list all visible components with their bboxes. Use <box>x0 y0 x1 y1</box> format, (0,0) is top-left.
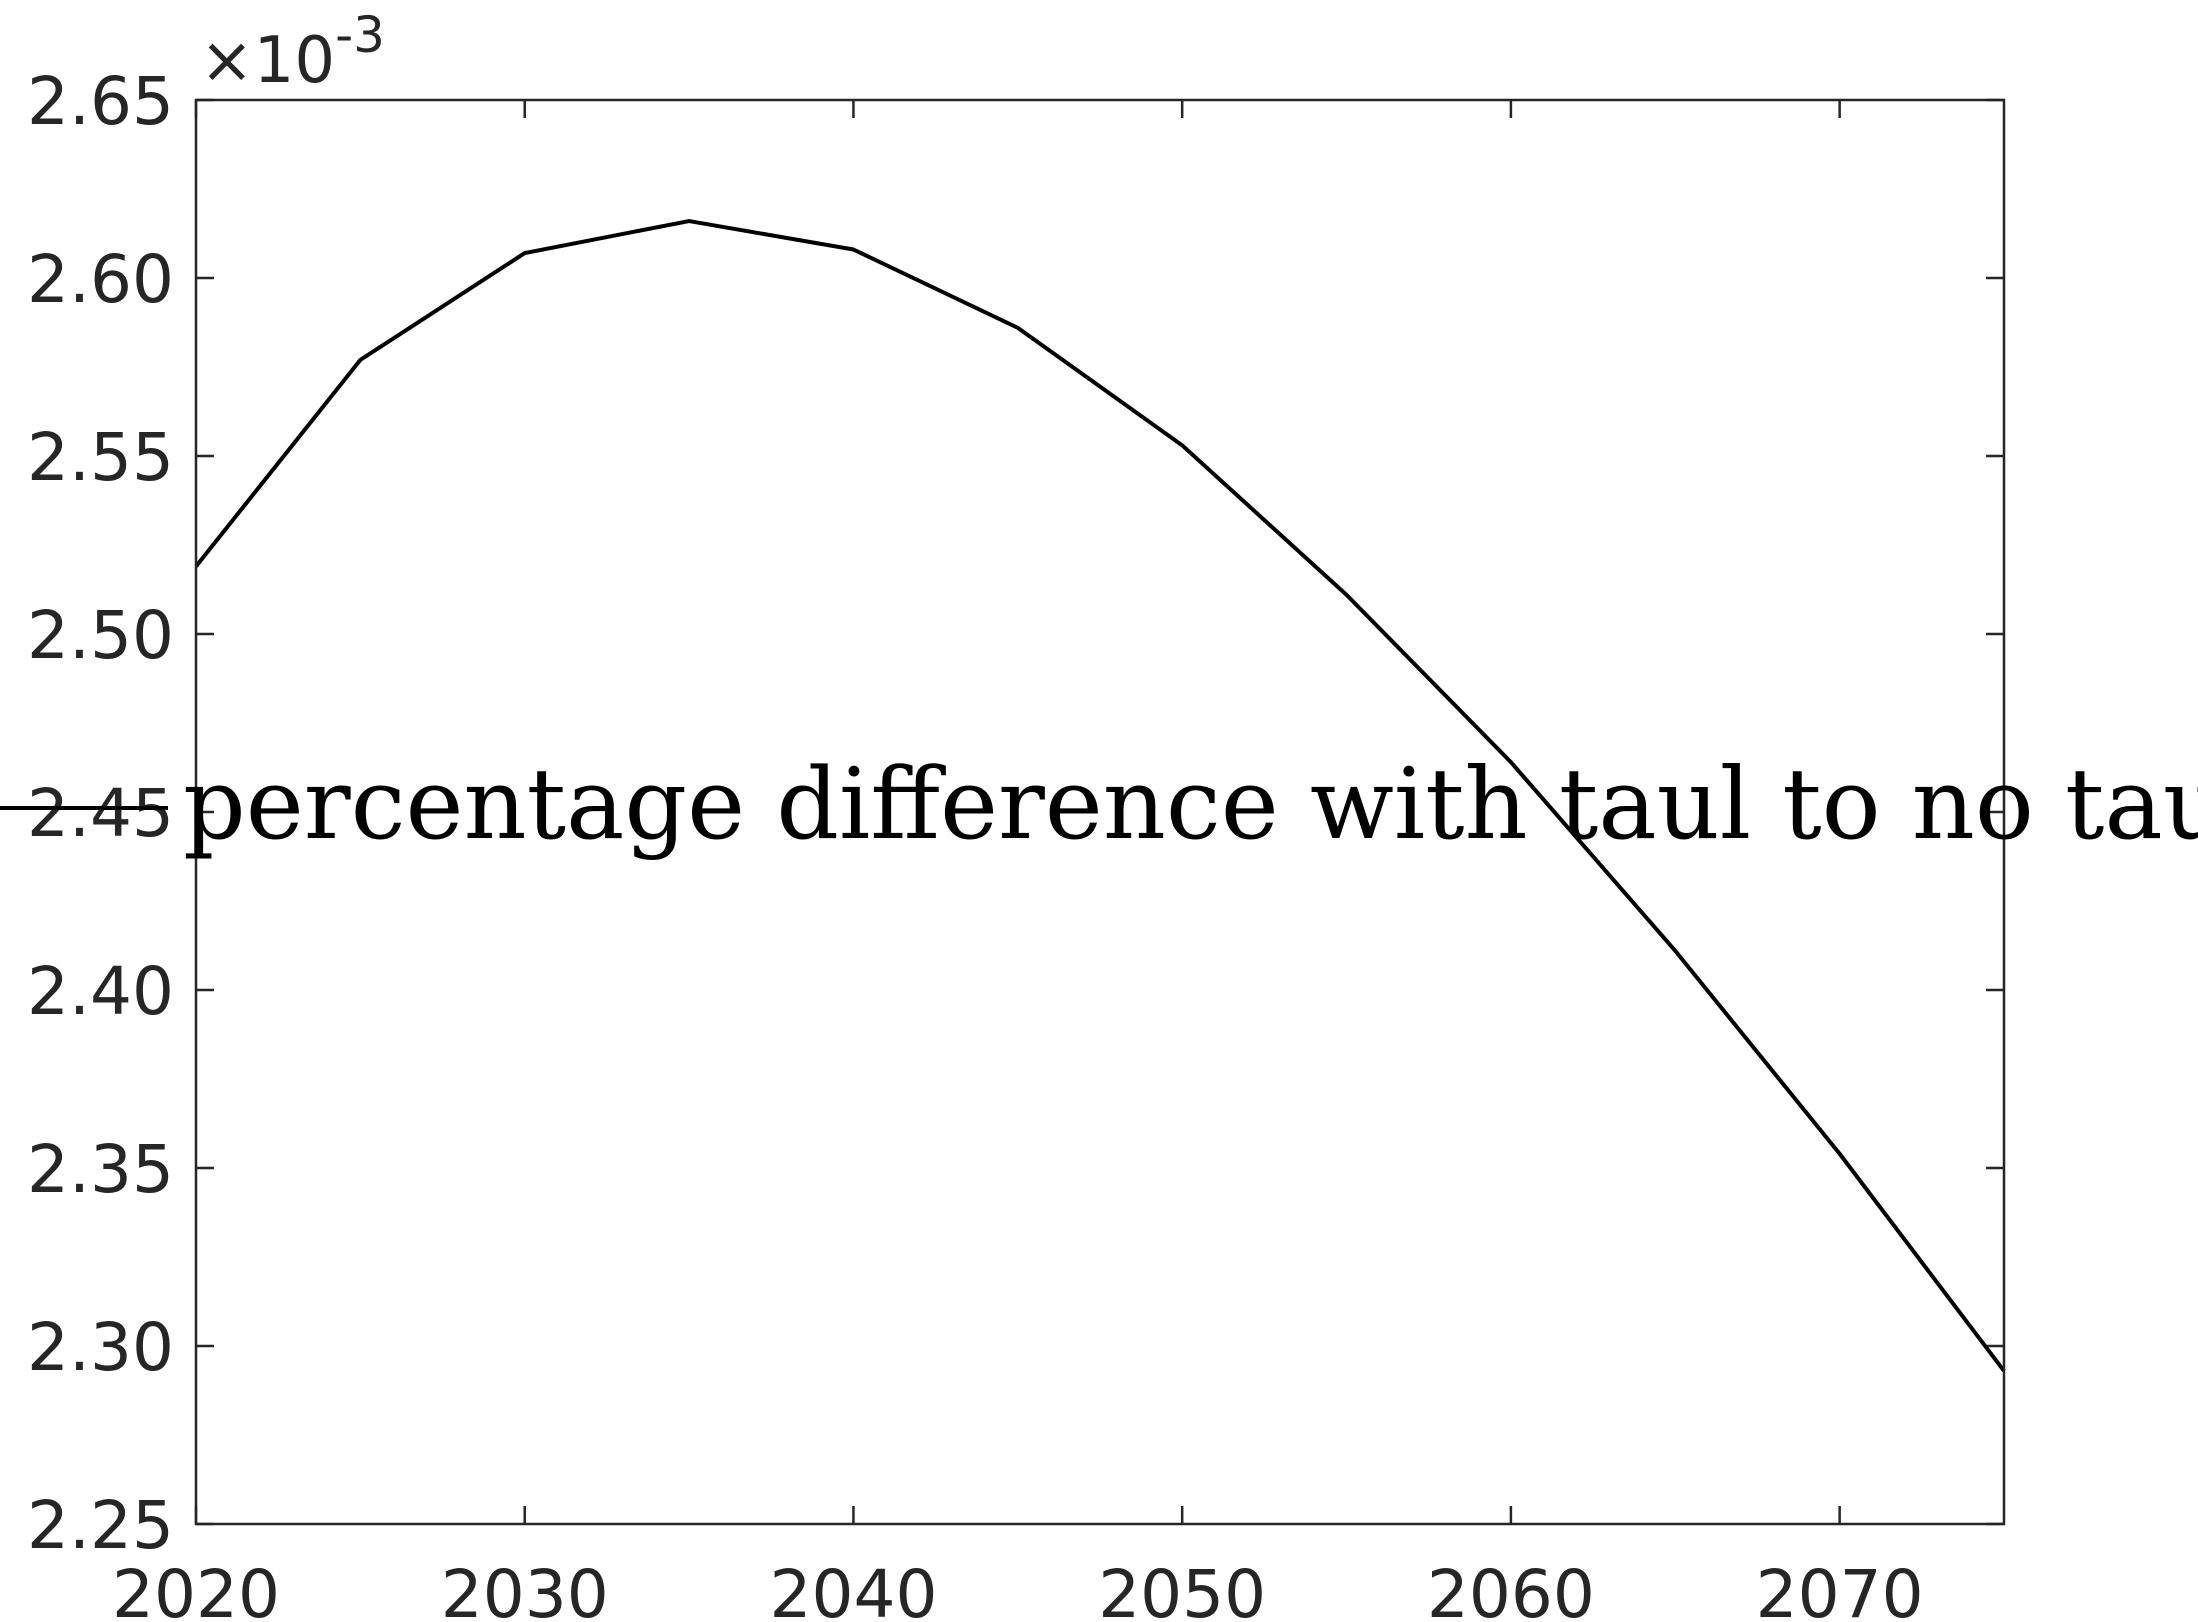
y-tick-label: 2.40 <box>27 953 174 1030</box>
legend: percentage difference with taul to no ta… <box>0 748 2198 862</box>
y-tick-label: 2.30 <box>27 1309 174 1386</box>
y-tick-label: 2.60 <box>27 241 174 318</box>
y-tick-label: 2.35 <box>27 1131 174 1208</box>
x-tick-label: 2020 <box>112 1556 280 1622</box>
x-tick-label: 2040 <box>769 1556 937 1622</box>
series-layer <box>194 219 2006 1373</box>
y-tick-label: 2.55 <box>27 419 174 496</box>
series-line <box>194 219 2006 1373</box>
x-tick-label: 2060 <box>1427 1556 1595 1622</box>
y-tick-label: 2.45 <box>27 775 174 852</box>
y-tick-label: 2.25 <box>27 1487 174 1564</box>
x-tick-label: 2070 <box>1756 1556 1924 1622</box>
legend-label: percentage difference with taul to no ta… <box>183 748 2198 862</box>
x-tick-label: 2030 <box>441 1556 609 1622</box>
y-axis-exponent: ×10-3 <box>200 6 385 98</box>
y-tick-label: 2.65 <box>27 63 174 140</box>
x-tick-label: 2050 <box>1098 1556 1266 1622</box>
tick-labels: 2020 2030 2040 2050 2060 2070 2.25 2.30 2.35 2.40… <box>27 63 1924 1622</box>
plot-area-border <box>194 98 2006 1526</box>
y-tick-label: 2.50 <box>27 597 174 674</box>
